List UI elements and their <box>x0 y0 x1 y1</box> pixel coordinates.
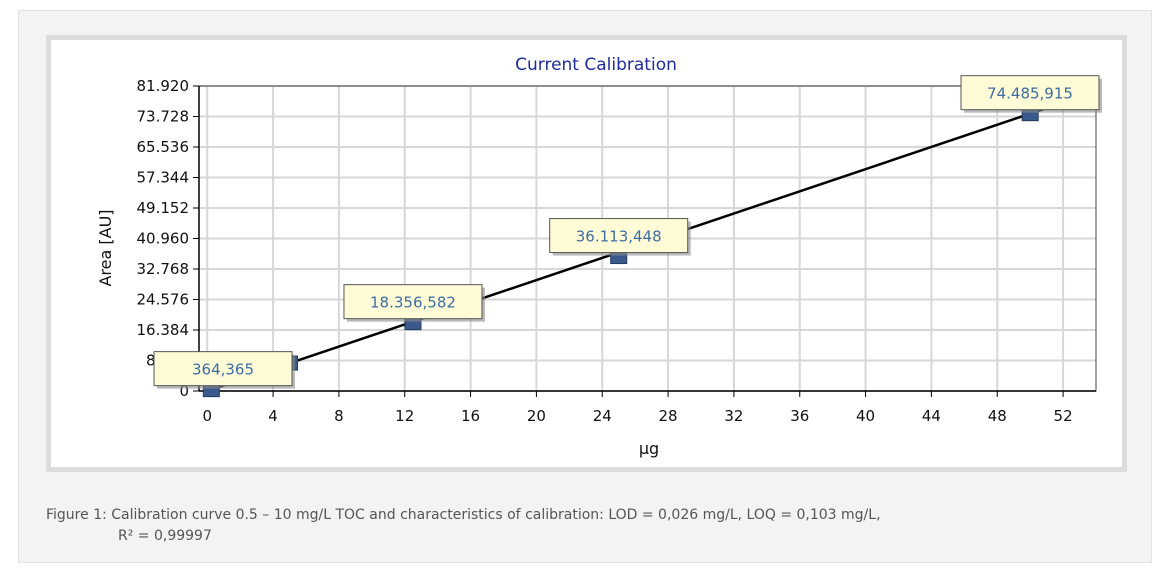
y-tick-label: 73.728 <box>137 108 190 126</box>
callout-box <box>549 218 689 254</box>
y-tick-label: 16.384 <box>137 321 190 339</box>
x-tick-label: 40 <box>856 407 875 425</box>
y-tick-label: 24.576 <box>137 291 190 309</box>
caption-line-2: R² = 0,99997 <box>118 528 212 544</box>
x-tick-label: 44 <box>922 407 941 425</box>
y-tick-label: 40.960 <box>137 230 190 248</box>
y-tick-label: 0 <box>179 382 189 400</box>
x-tick-label: 48 <box>988 407 1007 425</box>
callout-label: 18.356,582 <box>370 294 456 312</box>
callout-box <box>960 75 1100 111</box>
x-tick-label: 24 <box>593 407 612 425</box>
callout-label: 364,365 <box>192 361 254 379</box>
y-tick-label: 57.344 <box>137 169 190 187</box>
callout-box <box>343 284 483 320</box>
chart-title: Current Calibration <box>515 55 677 75</box>
y-tick-label: 32.768 <box>137 260 190 278</box>
x-tick-label: 12 <box>395 407 414 425</box>
caption-line-1: Figure 1: Calibration curve 0.5 – 10 mg/… <box>46 507 881 523</box>
chart-svg: Current Calibration 08.19216.38424.57632… <box>51 40 1122 467</box>
y-axis-label: Area [AU] <box>96 209 115 286</box>
x-tick-label: 8 <box>334 407 344 425</box>
figure-caption: Figure 1: Calibration curve 0.5 – 10 mg/… <box>46 505 1136 547</box>
x-tick-label: 20 <box>527 407 546 425</box>
x-tick-label: 28 <box>659 407 678 425</box>
x-tick-label: 36 <box>790 407 809 425</box>
y-tick-labels: 08.19216.38424.57632.76840.96049.15257.3… <box>137 77 190 400</box>
callout-label: 36.113,448 <box>576 228 662 246</box>
callout-label: 74.485,915 <box>987 85 1073 103</box>
axes <box>193 85 1097 397</box>
figure-card: Current Calibration 08.19216.38424.57632… <box>18 10 1152 563</box>
x-tick-label: 16 <box>461 407 480 425</box>
callout-box <box>153 351 293 387</box>
x-tick-label: 4 <box>268 407 278 425</box>
y-tick-label: 49.152 <box>137 199 190 217</box>
x-axis-label: µg <box>639 439 659 458</box>
x-tick-label: 52 <box>1054 407 1073 425</box>
y-tick-label: 81.920 <box>137 77 190 95</box>
x-tick-labels: 0 4 8 12 16 20 24 28 32 36 40 44 48 52 <box>202 407 1072 425</box>
y-tick-label: 65.536 <box>137 138 190 156</box>
x-tick-label: 0 <box>202 407 212 425</box>
calibration-chart: Current Calibration 08.19216.38424.57632… <box>46 35 1127 472</box>
data-callouts: 364,365 18.356,582 36.113,448 74.485,915 <box>153 75 1102 389</box>
x-tick-label: 32 <box>724 407 743 425</box>
